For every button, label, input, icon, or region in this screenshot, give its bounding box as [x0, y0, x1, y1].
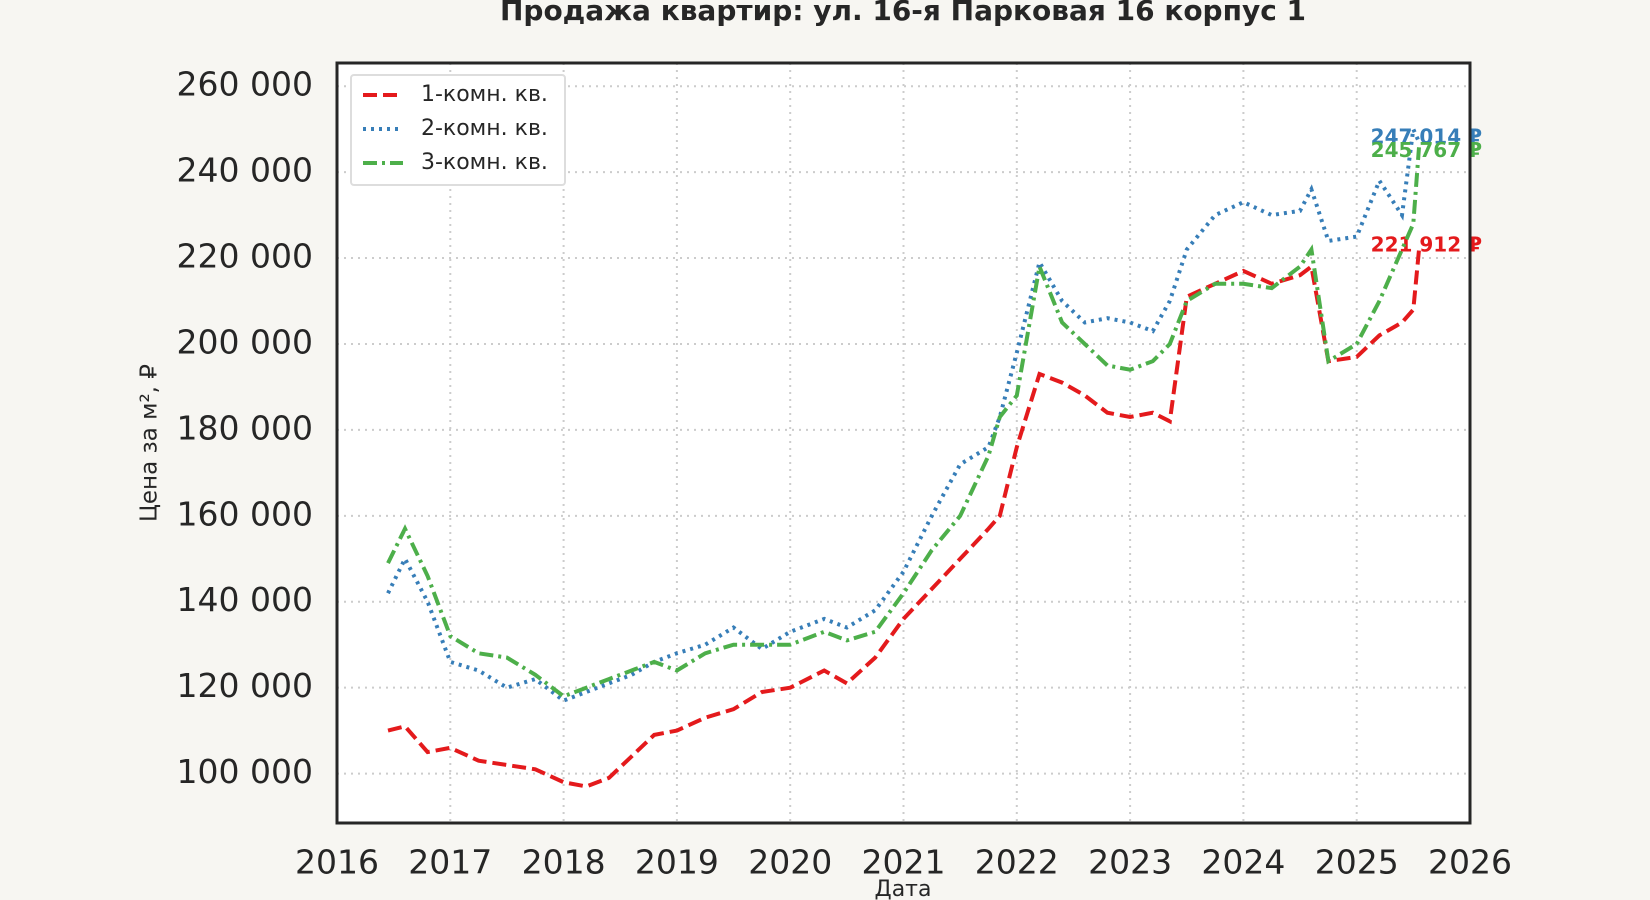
series-line — [387, 249, 1421, 789]
x-tick-label: 2018 — [522, 843, 606, 882]
chart-title: Продажа квартир: ул. 16-я Парковая 16 ко… — [500, 0, 1306, 27]
x-tick-label: 2023 — [1088, 843, 1172, 882]
x-tick-label: 2026 — [1428, 843, 1512, 882]
x-tick-label: 2017 — [408, 843, 492, 882]
x-tick-label: 2019 — [635, 843, 719, 882]
x-tick-label: 2022 — [975, 843, 1059, 882]
legend-label: 1-комн. кв. — [421, 82, 548, 107]
x-tick-label: 2021 — [862, 843, 946, 882]
y-tick-label: 260 000 — [177, 65, 313, 104]
y-axis-label: Цена за м², ₽ — [137, 364, 163, 522]
y-tick-label: 180 000 — [177, 408, 313, 447]
y-tick-label: 120 000 — [177, 666, 313, 705]
end-value-label: 221 912 ₽ — [1371, 232, 1482, 256]
legend-label: 2-комн. кв. — [421, 116, 548, 141]
y-tick-label: 160 000 — [177, 494, 313, 533]
x-axis-label: Дата — [875, 877, 932, 900]
x-tick-label: 2025 — [1315, 843, 1399, 882]
legend-label: 3-комн. кв. — [421, 150, 548, 175]
y-tick-label: 100 000 — [177, 752, 313, 791]
y-tick-label: 140 000 — [177, 580, 313, 619]
y-tick-label: 240 000 — [177, 151, 313, 190]
x-tick-label: 2020 — [748, 843, 832, 882]
x-tick-label: 2016 — [295, 843, 379, 882]
series-line — [386, 147, 1421, 699]
y-tick-label: 220 000 — [177, 237, 313, 276]
legend: 1-комн. кв. 2-комн. кв. 3-комн. кв. — [350, 74, 566, 186]
legend-box — [350, 74, 566, 186]
end-value-label: 245 767 ₽ — [1371, 138, 1482, 162]
x-tick-label: 2024 — [1201, 843, 1285, 882]
plot-frame — [335, 61, 1472, 825]
y-tick-label: 200 000 — [177, 322, 313, 361]
end-value-label: 247 014 ₽ — [1371, 124, 1482, 148]
